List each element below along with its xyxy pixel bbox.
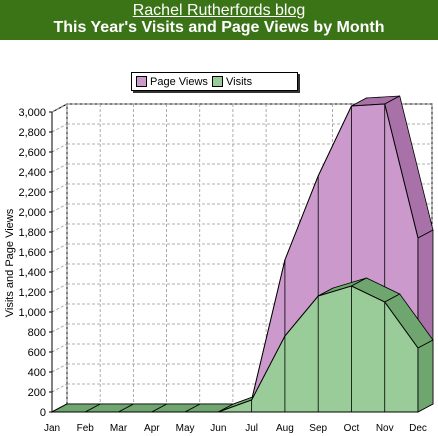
visits-area (52, 285, 419, 413)
y-tick-label: 600 (28, 347, 46, 359)
chart-title: This Year's Visits and Page Views by Mon… (53, 19, 385, 36)
legend-item-visits: Visits (212, 75, 252, 88)
grid-line-side (51, 163, 68, 173)
x-tick-label-mar: Mar (110, 423, 128, 434)
y-tick-label: 200 (28, 387, 46, 399)
y-tick-label: 800 (28, 327, 46, 339)
y-tick-label: 400 (28, 367, 46, 379)
x-tick-label-oct: Oct (344, 423, 360, 434)
y-tick-label: 2,200 (18, 187, 46, 199)
grid-line-side (51, 383, 68, 393)
x-tick-label-nov: Nov (376, 423, 394, 434)
x-tick-label-jan: Jan (44, 423, 60, 434)
y-tick-label: 1,800 (18, 227, 46, 239)
y-tick-label: 1,400 (18, 267, 46, 279)
grid-line-side (51, 363, 68, 373)
x-tick-label-jun: Jun (210, 423, 226, 434)
x-tick-label-dec: Dec (409, 423, 427, 434)
grid-line-side (51, 183, 68, 193)
grid-line-side (51, 103, 68, 113)
y-tick-label: 2,000 (18, 207, 46, 219)
legend-item-page-views: Page Views (136, 75, 208, 88)
x-tick-label-apr: Apr (144, 423, 160, 434)
y-tick-label: 1,200 (18, 287, 46, 299)
x-tick-label-feb: Feb (77, 423, 95, 434)
y-tick-label: 2,600 (18, 147, 46, 159)
y-tick-label: 1,000 (18, 307, 46, 319)
legend-label-visits: Visits (226, 75, 253, 88)
grid-line-side (51, 123, 68, 133)
y-tick-label: 3,000 (18, 107, 46, 119)
legend-label-page-views: Page Views (150, 75, 208, 88)
x-tick-label-jul: Jul (245, 423, 258, 434)
visits-end-face (417, 339, 434, 413)
grid-line-side (51, 223, 68, 233)
grid-line-side (51, 283, 68, 293)
chart-legend: Page Views Visits (131, 72, 298, 91)
grid-line-side (51, 243, 68, 253)
grid-line-side (51, 323, 68, 333)
x-tick-label-may: May (176, 423, 195, 434)
header-banner: Rachel Rutherfords blog This Year's Visi… (0, 0, 438, 40)
plot-side-wall (51, 103, 68, 413)
legend-swatch-page-views (136, 76, 147, 87)
grid-line-side (51, 263, 68, 273)
grid-line-side (51, 203, 68, 213)
y-tick-label: 0 (40, 407, 46, 419)
blog-name-link[interactable]: Rachel Rutherfords blog (132, 2, 306, 19)
legend-swatch-visits (212, 76, 223, 87)
y-tick-label: 2,800 (18, 127, 46, 139)
x-tick-label-aug: Aug (276, 423, 294, 434)
y-tick-label: 2,400 (18, 167, 46, 179)
grid-line-side (51, 343, 68, 353)
grid-line-side (51, 143, 68, 153)
y-tick-label: 1,600 (18, 247, 46, 259)
grid-line-side (51, 303, 68, 313)
x-tick-label-sep: Sep (309, 423, 327, 434)
